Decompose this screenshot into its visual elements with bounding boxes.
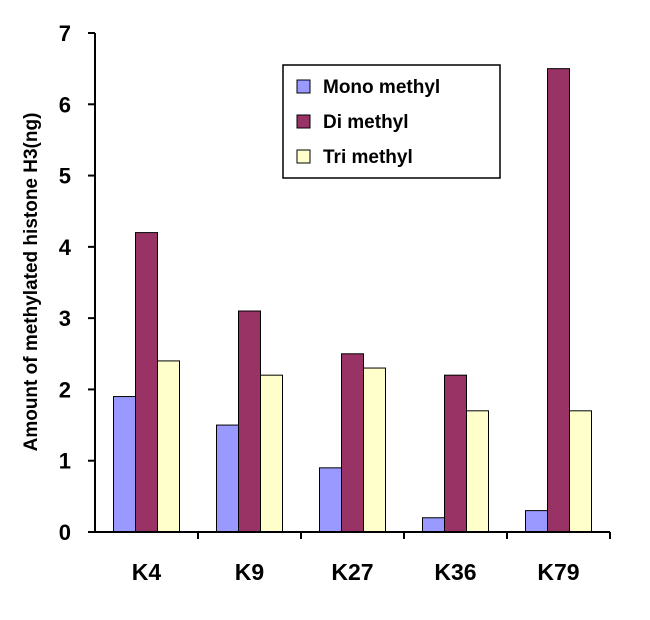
bar-tri-methyl-k27 — [363, 367, 386, 533]
bar-tri-methyl-k4 — [157, 360, 180, 533]
bar-mono-methyl-k4 — [113, 396, 136, 533]
legend-swatch — [296, 79, 311, 94]
x-tick-label: K4 — [132, 559, 162, 585]
x-tick-label: K79 — [537, 559, 579, 585]
y-tick-label: 6 — [59, 92, 71, 117]
legend-swatch — [296, 114, 311, 129]
y-tick-label: 4 — [59, 235, 72, 260]
x-tick-label: K27 — [331, 559, 373, 585]
y-tick-label: 7 — [59, 21, 71, 46]
bar-di-methyl-k79 — [547, 68, 570, 533]
bar-di-methyl-k4 — [135, 232, 158, 533]
bars-group — [113, 68, 592, 533]
legend-swatch — [296, 149, 311, 164]
y-tick-label: 0 — [59, 520, 71, 545]
y-axis-ticks: 0 1 2 3 4 5 6 7 — [59, 21, 95, 545]
y-axis-label: Amount of methylated histone H3(ng) — [21, 113, 42, 452]
x-tick-label: K9 — [235, 559, 264, 585]
legend-label: Tri methyl — [323, 147, 413, 168]
legend-label: Di methyl — [323, 112, 409, 133]
x-axis-ticks: K4 K9 K27 K36 K79 — [132, 532, 611, 585]
bar-di-methyl-k9 — [238, 310, 261, 533]
bar-tri-methyl-k9 — [260, 374, 283, 533]
x-tick-label: K36 — [434, 559, 476, 585]
legend-label: Mono methyl — [323, 77, 440, 98]
y-tick-label: 5 — [59, 164, 71, 189]
y-tick-label: 1 — [59, 449, 71, 474]
bar-mono-methyl-k79 — [525, 510, 548, 533]
y-tick-label: 3 — [59, 306, 71, 331]
legend: Mono methyl Di methyl Tri methyl — [282, 64, 501, 179]
legend-box — [282, 64, 501, 179]
bar-mono-methyl-k9 — [216, 424, 239, 533]
bar-di-methyl-k36 — [444, 374, 467, 533]
bar-mono-methyl-k27 — [319, 467, 342, 533]
bar-di-methyl-k27 — [341, 353, 364, 533]
bar-mono-methyl-k36 — [422, 517, 445, 533]
bar-tri-methyl-k36 — [466, 410, 489, 533]
y-tick-label: 2 — [59, 377, 71, 402]
bar-tri-methyl-k79 — [569, 410, 592, 533]
